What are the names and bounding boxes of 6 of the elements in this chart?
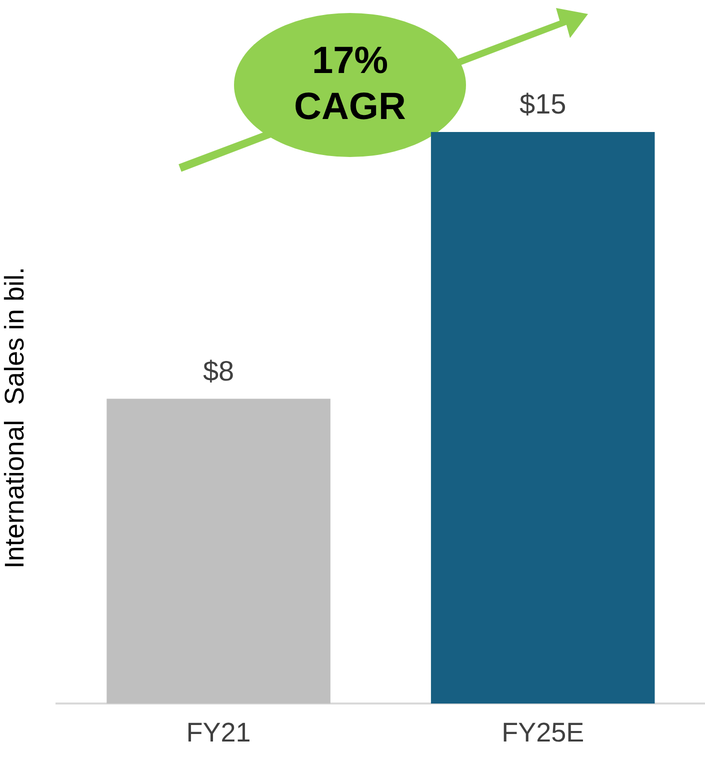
x-tick-label: FY25E [502,717,584,748]
data-label: $15 [519,88,566,120]
y-axis-title: International Sales in bil. [0,266,30,569]
data-label: $8 [202,355,234,386]
x-tick-label: FY21 [186,717,251,748]
text: 17% CAGR [293,39,407,130]
